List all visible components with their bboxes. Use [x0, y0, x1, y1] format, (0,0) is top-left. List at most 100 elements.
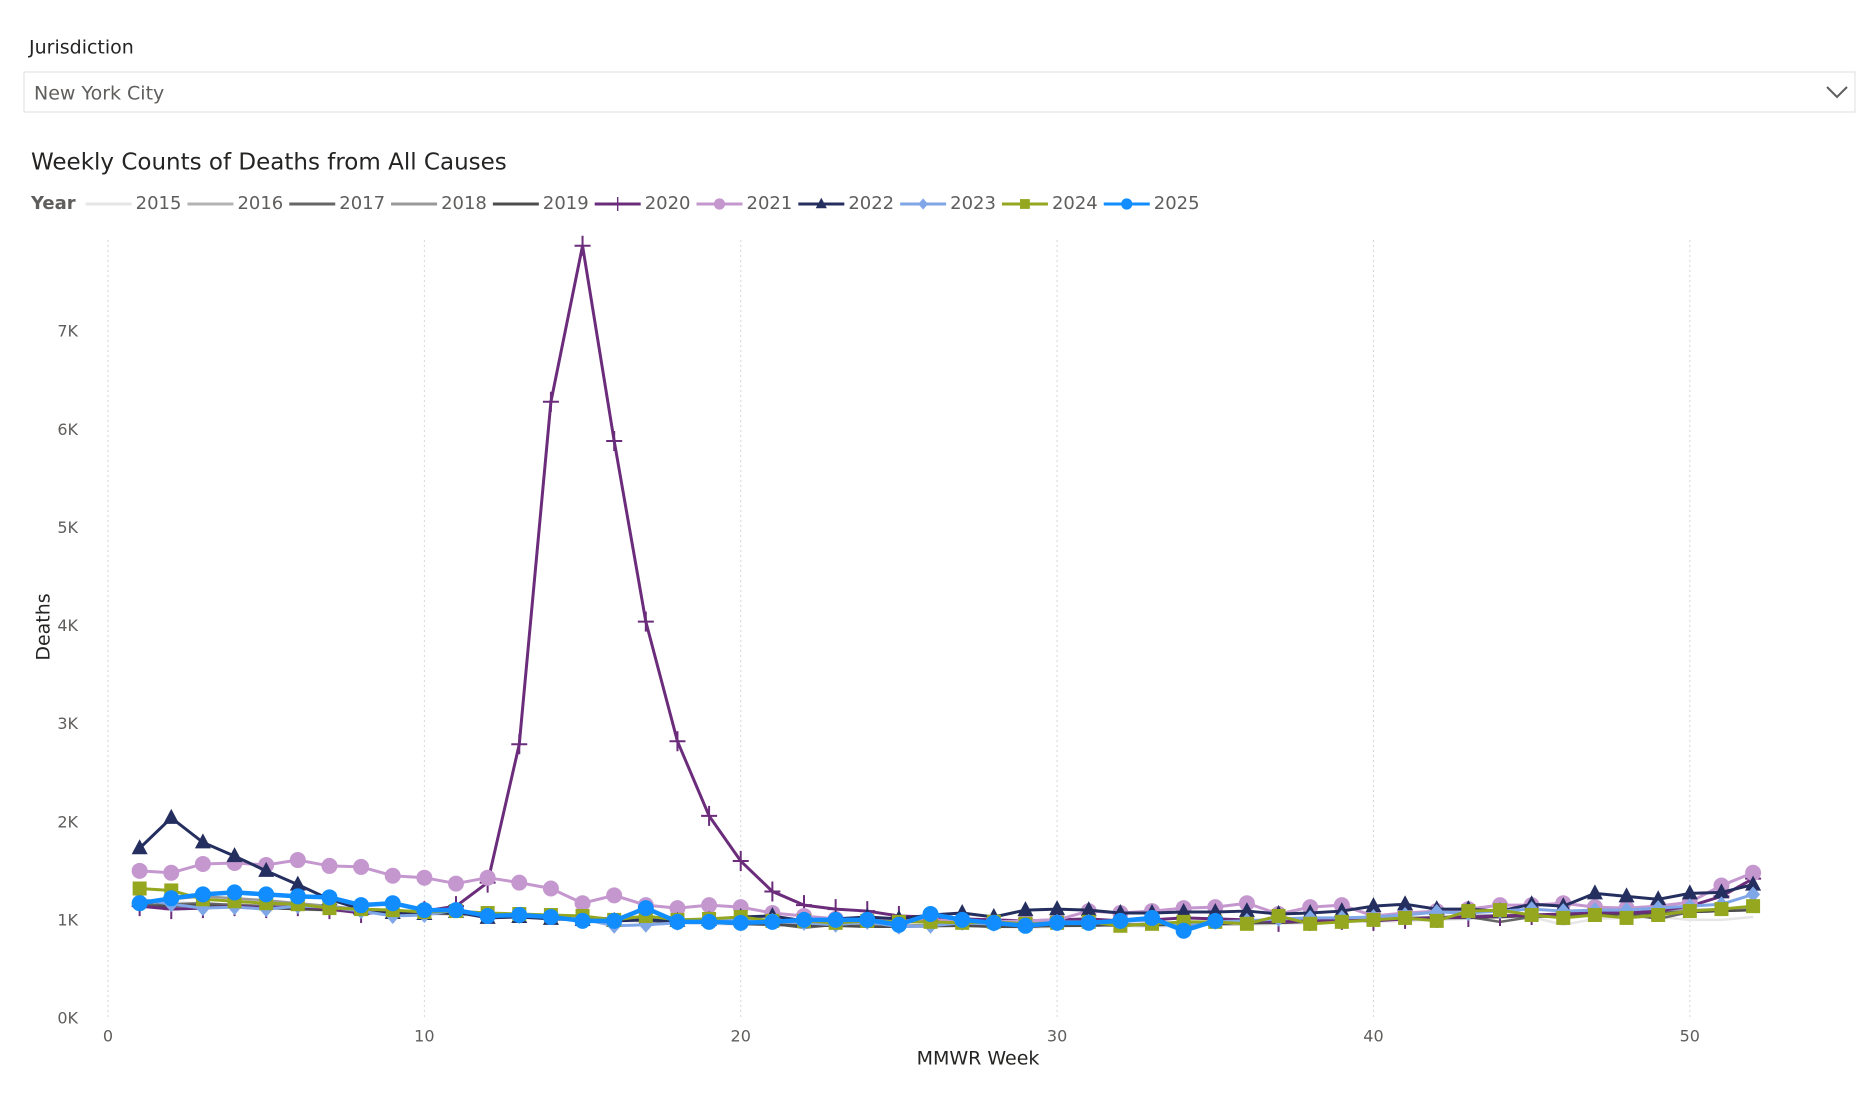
- data-point: [1112, 912, 1129, 929]
- data-point: [1366, 912, 1381, 927]
- data-point: [859, 911, 876, 928]
- chart-title: Weekly Counts of Deaths from All Causes: [31, 150, 507, 176]
- data-point: [637, 900, 654, 917]
- data-point: [574, 235, 591, 256]
- data-point: [289, 888, 306, 905]
- y-tick-label: 5K: [57, 518, 78, 537]
- legend-marker: [1020, 199, 1030, 209]
- legend-label: 2015: [136, 193, 182, 214]
- legend-marker: [1121, 198, 1133, 210]
- data-point: [1619, 910, 1634, 925]
- x-tick-label: 20: [731, 1027, 751, 1046]
- dropdown[interactable]: [23, 71, 1856, 113]
- data-point: [1239, 916, 1254, 931]
- data-point: [384, 895, 401, 912]
- data-point: [289, 852, 306, 869]
- data-point: [701, 913, 718, 930]
- legend-label: 2025: [1154, 193, 1200, 214]
- data-point: [353, 858, 370, 875]
- data-point: [1207, 912, 1224, 929]
- y-tick-label: 7K: [57, 322, 78, 341]
- data-point: [1461, 904, 1476, 919]
- data-point: [416, 869, 433, 886]
- data-point: [606, 887, 623, 904]
- data-point: [131, 895, 148, 912]
- data-point: [258, 886, 275, 903]
- data-point: [258, 861, 275, 877]
- data-point: [1524, 907, 1539, 922]
- data-point: [1144, 909, 1160, 926]
- x-tick-label: 30: [1047, 1027, 1067, 1046]
- data-point: [701, 897, 718, 914]
- data-point: [1333, 902, 1350, 918]
- series-line: [139, 858, 1754, 924]
- data-point: [321, 857, 338, 874]
- data-point: [1080, 901, 1097, 917]
- x-tick-label: 40: [1363, 1027, 1383, 1046]
- data-point: [131, 839, 148, 855]
- data-point: [511, 906, 528, 923]
- data-point: [1587, 907, 1602, 922]
- legend-marker: [918, 198, 929, 210]
- legend-label: 2024: [1052, 193, 1098, 214]
- data-point: [1745, 864, 1762, 881]
- data-point: [1175, 903, 1192, 919]
- dropdown-chevron[interactable]: [1826, 86, 1848, 99]
- data-point: [1586, 884, 1603, 900]
- y-tick-label: 2K: [57, 812, 78, 831]
- x-tick-label: 10: [414, 1027, 434, 1046]
- data-point: [827, 911, 844, 928]
- legend-marker: [815, 197, 827, 209]
- data-point: [1334, 914, 1349, 929]
- data-point: [1618, 887, 1635, 903]
- data-point: [764, 881, 781, 902]
- filter-label: Jurisdiction: [28, 37, 134, 59]
- data-point: [511, 874, 528, 891]
- data-point: [194, 833, 211, 849]
- legend-label: 2016: [237, 193, 283, 214]
- data-point: [764, 913, 781, 930]
- y-tick-label: 0K: [57, 1009, 78, 1028]
- series-line: [139, 886, 1754, 928]
- data-point: [985, 914, 1002, 931]
- legend-label: 2023: [950, 193, 996, 214]
- data-point: [1017, 917, 1034, 934]
- data-point: [1365, 897, 1382, 913]
- data-point: [669, 731, 686, 752]
- legend-label: 2021: [747, 193, 793, 214]
- x-tick-label: 0: [103, 1027, 113, 1046]
- data-point: [194, 855, 211, 872]
- data-point: [1049, 900, 1066, 916]
- data-point: [1238, 902, 1255, 918]
- data-point: [542, 880, 559, 897]
- x-axis-label: MMWR Week: [917, 1048, 1040, 1070]
- data-point: [637, 611, 654, 632]
- data-point: [606, 912, 623, 929]
- data-point: [574, 895, 591, 912]
- data-point: [321, 889, 338, 906]
- data-point: [384, 867, 401, 884]
- data-point: [479, 869, 496, 886]
- data-point: [1303, 916, 1318, 931]
- data-point: [1271, 908, 1286, 923]
- data-point: [226, 884, 243, 901]
- data-point: [732, 914, 749, 931]
- data-point: [1556, 910, 1571, 925]
- data-point: [163, 864, 180, 881]
- x-tick-label: 50: [1680, 1027, 1700, 1046]
- legend-marker: [612, 196, 624, 211]
- data-point: [1746, 886, 1761, 903]
- data-point: [1745, 875, 1762, 891]
- data-point: [701, 805, 718, 826]
- data-point: [448, 902, 464, 919]
- y-tick-label: 1K: [57, 910, 78, 929]
- data-point: [163, 890, 180, 907]
- data-point: [1714, 902, 1729, 917]
- legend-label: 2020: [645, 193, 691, 214]
- data-point: [448, 875, 464, 892]
- dropdown-value[interactable]: New York City: [34, 83, 164, 105]
- data-point: [479, 907, 496, 924]
- data-point: [542, 391, 559, 412]
